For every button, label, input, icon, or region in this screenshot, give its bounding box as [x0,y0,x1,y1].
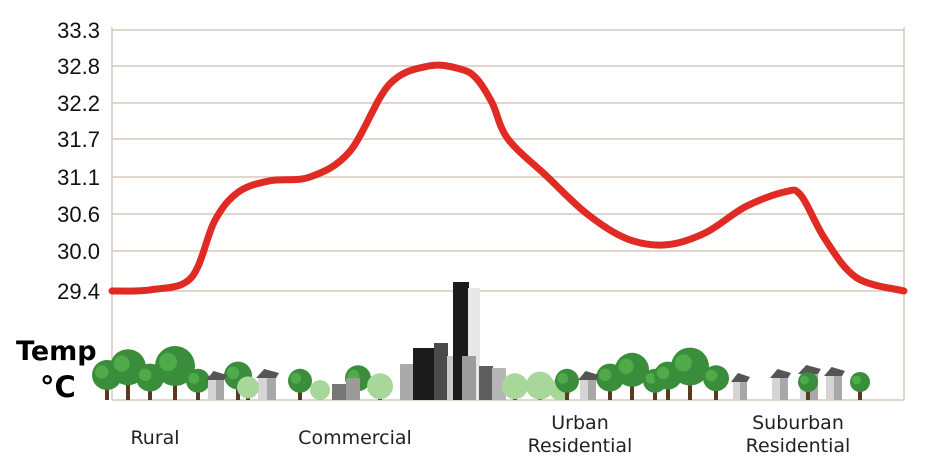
house-icon [256,369,279,400]
tree-icon [850,372,870,400]
y-tick-label: 30.6 [57,202,100,227]
zone-labels: Rural CommercialUrbanResidentialSuburbanR… [130,412,850,457]
tree-icon [798,372,818,400]
temperature-line [108,61,908,295]
tree-icon [367,373,393,400]
y-axis-ticks: 33.3 32.8 32.2 31.7 31.1 30.6 30.0 29.4 [57,18,100,304]
building-icon [434,343,448,400]
house-icon [206,371,227,400]
building-icon [332,384,348,400]
tree-icon [703,365,729,400]
building-icon [413,348,435,400]
cityscape-illustration [92,282,870,401]
zone-label: Commercial [298,427,412,449]
grid [111,27,905,401]
building-icon [447,356,455,400]
tree-icon [288,368,312,400]
tree-icon [555,368,579,400]
y-tick-label: 32.8 [57,54,100,79]
tree-icon [502,373,528,400]
tree-icon [526,371,554,400]
y-unit-label-line1: Temp [16,336,97,367]
building-icon [400,364,416,400]
zone-label: Urban [551,412,608,434]
y-unit-label-line2: °C [40,370,76,404]
y-tick-label: 31.1 [57,165,100,190]
y-tick-label: 30.0 [57,239,100,264]
y-tick-label: 31.7 [57,127,100,152]
tree-icon [310,380,330,400]
tree-icon [671,347,709,400]
building-icon [492,368,506,400]
y-tick-label: 29.4 [57,279,100,304]
y-tick-label: 32.2 [57,91,100,116]
zone-label: Residential [528,435,633,457]
building-icon [346,378,360,400]
zone-label: Residential [746,435,851,457]
tree-icon [155,346,195,400]
zone-label: Suburban [752,412,844,434]
tree-icon [186,368,210,400]
y-tick-label: 33.3 [57,18,100,43]
house-icon [578,371,599,400]
tree-icon [237,376,259,400]
tree-icon [615,352,649,400]
house-icon [731,373,750,400]
building-icon [462,356,476,400]
building-icon [479,366,493,400]
zone-label: Rural [130,427,179,449]
house-icon [824,367,845,400]
house-icon [770,369,791,400]
